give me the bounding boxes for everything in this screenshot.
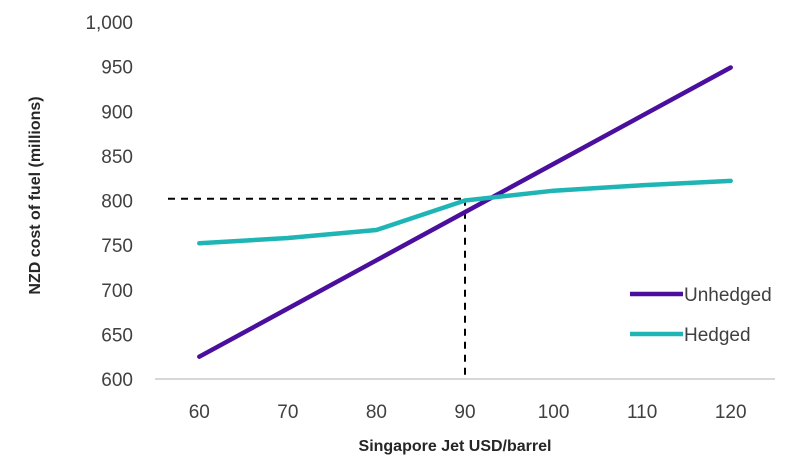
y-tick-label: 650	[101, 325, 133, 346]
y-tick-label: 700	[101, 281, 133, 302]
series-line-unhedged	[197, 65, 733, 359]
x-tick-label: 90	[454, 402, 475, 423]
legend-label-unhedged: Unhedged	[684, 285, 772, 306]
x-tick-label: 80	[366, 402, 387, 423]
y-axis-title: NZD cost of fuel (millions)	[27, 96, 44, 294]
y-tick-label: 950	[101, 58, 133, 79]
y-tick-label: 850	[101, 147, 133, 168]
y-tick-label: 800	[101, 192, 133, 213]
x-tick-label: 120	[715, 402, 747, 423]
x-tick-labels: 60 70 80 90 100 110 120	[189, 402, 747, 423]
y-tick-labels: 600 650 700 750 800 850 900 950 1,000	[85, 13, 133, 391]
reference-lines	[168, 197, 466, 379]
x-tick-label: 70	[277, 402, 298, 423]
y-tick-label: 600	[101, 370, 133, 391]
y-tick-label: 1,000	[85, 13, 133, 34]
series-lines	[197, 65, 733, 359]
y-tick-label: 750	[101, 236, 133, 257]
legend: Unhedged Hedged	[630, 285, 772, 346]
x-tick-label: 60	[189, 402, 210, 423]
x-axis-title: Singapore Jet USD/barrel	[359, 438, 552, 455]
y-tick-label: 900	[101, 102, 133, 123]
x-tick-label: 110	[627, 402, 657, 423]
legend-label-hedged: Hedged	[684, 325, 751, 346]
x-tick-label: 100	[538, 402, 570, 423]
series-line-hedged	[197, 178, 733, 246]
